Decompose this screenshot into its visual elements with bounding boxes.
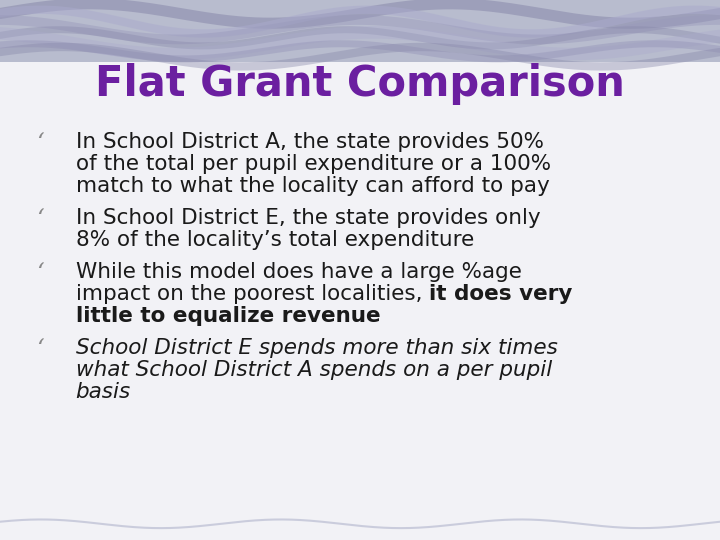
Text: ‘: ‘ (36, 262, 43, 285)
Text: Flat Grant Comparison: Flat Grant Comparison (95, 63, 625, 105)
Text: basis: basis (76, 382, 131, 402)
Text: ‘: ‘ (36, 132, 43, 156)
FancyBboxPatch shape (0, 0, 720, 62)
Text: impact on the poorest localities,: impact on the poorest localities, (76, 284, 429, 305)
Text: 8% of the locality’s total expenditure: 8% of the locality’s total expenditure (76, 230, 474, 251)
Text: In School District E, the state provides only: In School District E, the state provides… (76, 208, 540, 228)
Text: what School District A spends on a per pupil: what School District A spends on a per p… (76, 360, 552, 380)
Text: While this model does have a large %age: While this model does have a large %age (76, 262, 521, 282)
Text: School District E spends more than six times: School District E spends more than six t… (76, 338, 557, 359)
Text: of the total per pupil expenditure or a 100%: of the total per pupil expenditure or a … (76, 154, 551, 174)
Text: it does very: it does very (429, 284, 572, 305)
Text: little to equalize revenue: little to equalize revenue (76, 306, 380, 326)
Text: ‘: ‘ (36, 208, 43, 231)
Text: In School District A, the state provides 50%: In School District A, the state provides… (76, 132, 544, 152)
Text: match to what the locality can afford to pay: match to what the locality can afford to… (76, 176, 549, 197)
Text: ‘: ‘ (36, 338, 43, 361)
